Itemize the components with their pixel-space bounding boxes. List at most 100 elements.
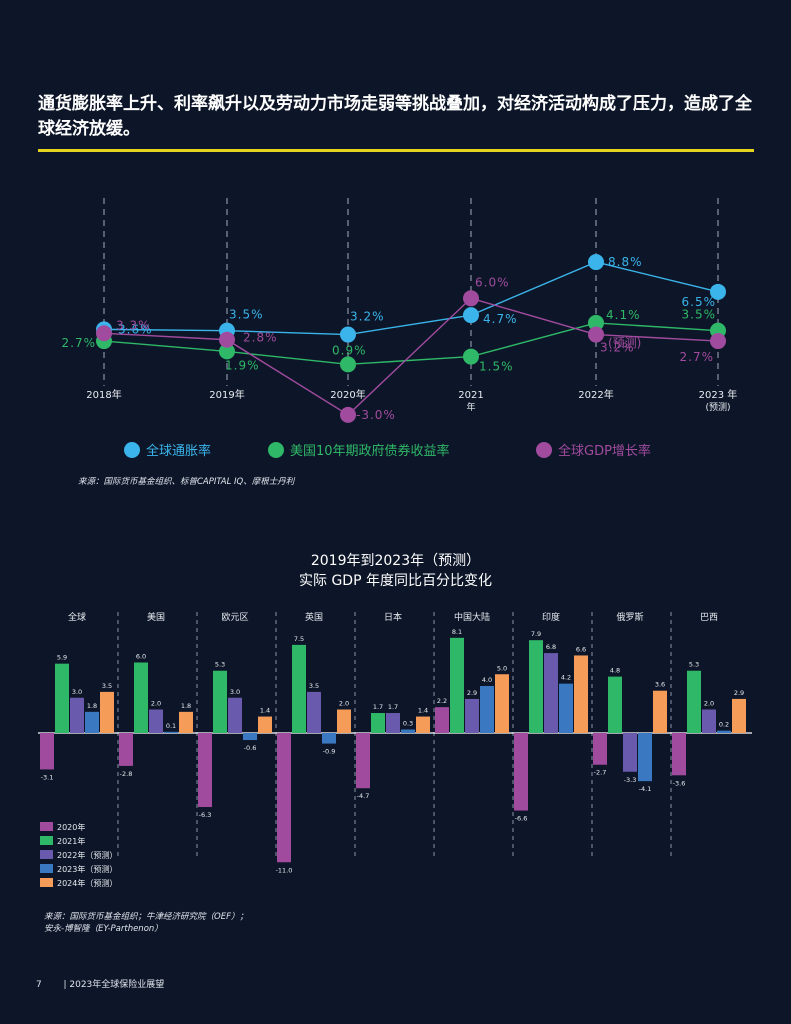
- bar-legend-swatch-3: [40, 864, 53, 873]
- bar-label-2-4: 1.7: [388, 703, 398, 711]
- x-tick-label-3-0: 2021: [458, 390, 483, 401]
- bar-label-0-4: -4.7: [357, 792, 370, 800]
- bar-label-4-3: 2.0: [339, 700, 349, 708]
- bar-label-1-8: 5.3: [689, 661, 699, 669]
- bar-label-1-6: 7.9: [531, 630, 541, 638]
- bar-4-6: [574, 655, 588, 733]
- bar-3-7: [638, 733, 652, 782]
- accent-rule: [38, 149, 754, 152]
- bar-0-2: [198, 733, 212, 808]
- bar-2-7: [623, 733, 637, 772]
- bar-0-5: [435, 707, 449, 733]
- bar-2-5: [465, 698, 479, 733]
- bar-legend-label-0: 2020年: [57, 822, 85, 832]
- data-label-0-3: 4.7%: [483, 312, 518, 326]
- bar-1-3: [292, 644, 306, 733]
- footer-title: | 2023年全球保险业展望: [63, 980, 165, 990]
- point-2-0: [96, 325, 112, 342]
- bar-label-3-3: -0.9: [323, 748, 336, 756]
- category-label-4: 日本: [384, 611, 402, 623]
- point-2-4: [588, 326, 604, 343]
- bar-chart-title-line-1: 2019年到2023年（预测）: [310, 553, 481, 569]
- category-label-2: 欧元区: [221, 611, 248, 623]
- bar-label-0-1: -2.8: [120, 770, 133, 778]
- point-2-5: [710, 333, 726, 350]
- data-label-0-2: 3.2%: [350, 310, 385, 324]
- bar-label-0-7: -2.7: [594, 769, 607, 777]
- legend-label-inflation: 全球通胀率: [146, 444, 212, 459]
- bar-label-3-6: 4.2: [561, 674, 571, 682]
- bar-1-7: [608, 676, 622, 733]
- source-note-2-line-2: 安永-博智隆（EY-Parthenon）: [44, 924, 163, 934]
- category-label-7: 俄罗斯: [616, 611, 643, 623]
- point-0-3: [463, 307, 479, 324]
- x-tick-label-0-0: 2018年: [86, 388, 121, 401]
- bar-legend-swatch-0: [40, 822, 53, 831]
- data-label-1-5: 3.5%: [682, 308, 717, 322]
- data-label-2-3: 6.0%: [475, 275, 510, 289]
- bar-legend-label-4: 2024年（预测）: [57, 878, 117, 888]
- bar-chart: 全球 美国 欧元区 英国 日本 中国大陆 印度 俄罗斯 巴西 -3.1 -2.8 -6.3 -11.0 -…: [38, 611, 752, 888]
- bar-1-6: [529, 640, 543, 733]
- data-label-1-2: 0.9%: [332, 343, 367, 357]
- bar-label-0-6: -6.6: [515, 815, 528, 823]
- bar-3-2: [243, 733, 257, 741]
- category-label-0: 全球: [68, 611, 86, 623]
- bar-4-0: [100, 691, 114, 733]
- bar-4-8: [732, 698, 746, 733]
- bar-legend-label-2: 2022年（预测）: [57, 850, 117, 860]
- point-1-4: [588, 314, 604, 331]
- point-1-3: [463, 348, 479, 365]
- bar-label-2-1: 2.0: [151, 700, 161, 708]
- data-label-0-1: 3.5%: [229, 308, 264, 322]
- series-line-1: [103, 322, 719, 366]
- bar-3-5: [480, 686, 494, 733]
- line-chart-legend: 全球通胀率 美国10年期政府债券收益率 全球GDP增长率: [0, 440, 791, 462]
- bar-0-7: [593, 733, 607, 765]
- bar-2-0: [70, 697, 84, 733]
- legend-item-bond: 美国10年期政府债券收益率: [268, 440, 450, 459]
- x-tick-label-3-1: 年: [466, 401, 475, 413]
- point-0-5: [710, 283, 726, 300]
- bar-label-4-0: 3.5: [102, 682, 112, 690]
- data-label-2-1: 2.8%: [243, 331, 278, 345]
- series-line-0: [103, 261, 719, 336]
- bar-label-0-2: -6.3: [199, 811, 212, 819]
- bar-legend-swatch-2: [40, 850, 53, 859]
- point-1-2: [340, 356, 356, 373]
- source-note-2: 来源：国际货币基金组织；牛津经济研究院（OEF）； 安永-博智隆（EY-Part…: [44, 911, 248, 935]
- bar-2-8: [702, 709, 716, 733]
- legend-dot-bond: [268, 441, 284, 458]
- bar-chart-title-line-2: 实际 GDP 年度同比百分比变化: [299, 573, 492, 589]
- data-label-1-4: 4.1%: [606, 308, 641, 322]
- category-label-3: 英国: [305, 611, 323, 623]
- bar-1-5: [450, 637, 464, 733]
- bar-3-1: [164, 731, 178, 733]
- bar-label-4-8: 2.9: [734, 689, 744, 697]
- bar-label-4-7: 3.6: [655, 681, 665, 689]
- x-tick-label-2-0: 2020年: [330, 388, 365, 401]
- point-2-1: [219, 331, 235, 348]
- bar-4-2: [258, 716, 272, 733]
- headline: 通货膨胀率上升、利率飙升以及劳动力市场走弱等挑战叠加，对经济活动构成了压力，造成…: [38, 94, 752, 139]
- bar-label-2-6: 6.8: [546, 643, 556, 651]
- bar-label-0-0: -3.1: [41, 773, 54, 781]
- x-tick-label-5-1: (预测): [705, 402, 730, 413]
- data-label-2-4: 3.2%: [600, 341, 635, 355]
- bar-2-6: [544, 653, 558, 733]
- data-label-2-5: 2.7%: [680, 350, 715, 364]
- bar-label-1-7: 4.8: [610, 667, 620, 675]
- point-2-2: [340, 406, 356, 423]
- bar-3-4: [401, 729, 415, 733]
- legend-dot-inflation: [124, 441, 140, 458]
- bar-1-8: [687, 670, 701, 733]
- bar-3-3: [322, 733, 336, 744]
- bar-label-1-3: 7.5: [294, 635, 304, 643]
- legend-item-gdp: 全球GDP增长率: [536, 440, 651, 459]
- bar-label-2-8: 2.0: [704, 700, 714, 708]
- bar-3-8: [717, 730, 731, 733]
- page-number: 7: [36, 980, 42, 990]
- point-1-1: [219, 343, 235, 360]
- bar-label-3-2: -0.6: [244, 744, 257, 752]
- bar-label-2-7: -3.3: [624, 776, 637, 784]
